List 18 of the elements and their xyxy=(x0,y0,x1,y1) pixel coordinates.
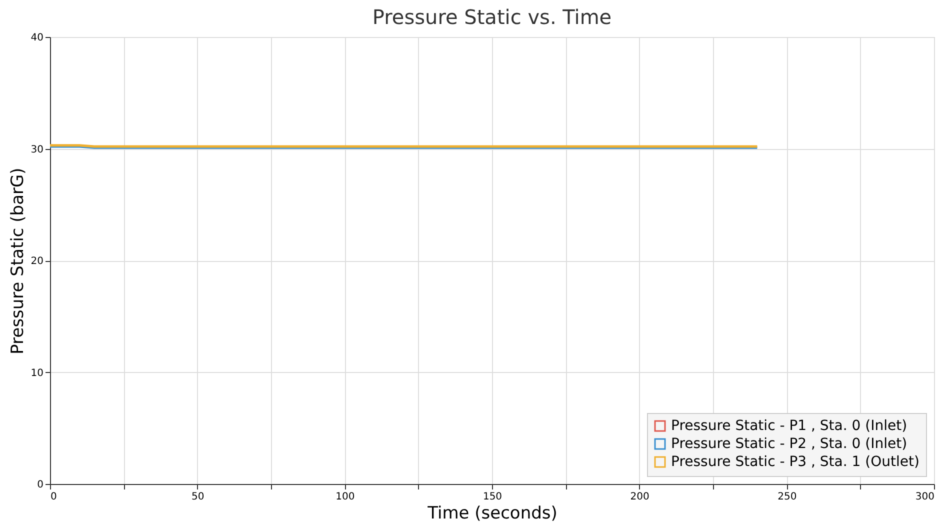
y-tick-label: 30 xyxy=(30,144,44,156)
chart-title: Pressure Static vs. Time xyxy=(372,5,612,29)
x-tick-label: 100 xyxy=(336,492,355,502)
x-tick-label: 150 xyxy=(482,492,502,502)
legend-label: Pressure Static - P1 , Sta. 0 (Inlet) xyxy=(671,418,908,434)
x-tick-label: 50 xyxy=(191,492,204,502)
x-tick-label: 300 xyxy=(915,492,934,502)
x-tick-label: 250 xyxy=(778,492,797,502)
x-axis-title: Time (seconds) xyxy=(426,504,558,524)
y-tick-label: 10 xyxy=(30,368,44,379)
y-tick-label: 40 xyxy=(30,32,44,44)
legend-label: Pressure Static - P2 , Sta. 0 (Inlet) xyxy=(671,436,908,452)
x-tick-label: 0 xyxy=(50,492,57,502)
legend-label: Pressure Static - P3 , Sta. 1 (Outlet) xyxy=(671,454,920,470)
y-axis-title: Pressure Static (barG) xyxy=(8,168,28,354)
y-tick-label: 20 xyxy=(30,256,44,267)
x-tick-label: 200 xyxy=(630,492,650,502)
y-tick-label: 0 xyxy=(37,480,44,490)
